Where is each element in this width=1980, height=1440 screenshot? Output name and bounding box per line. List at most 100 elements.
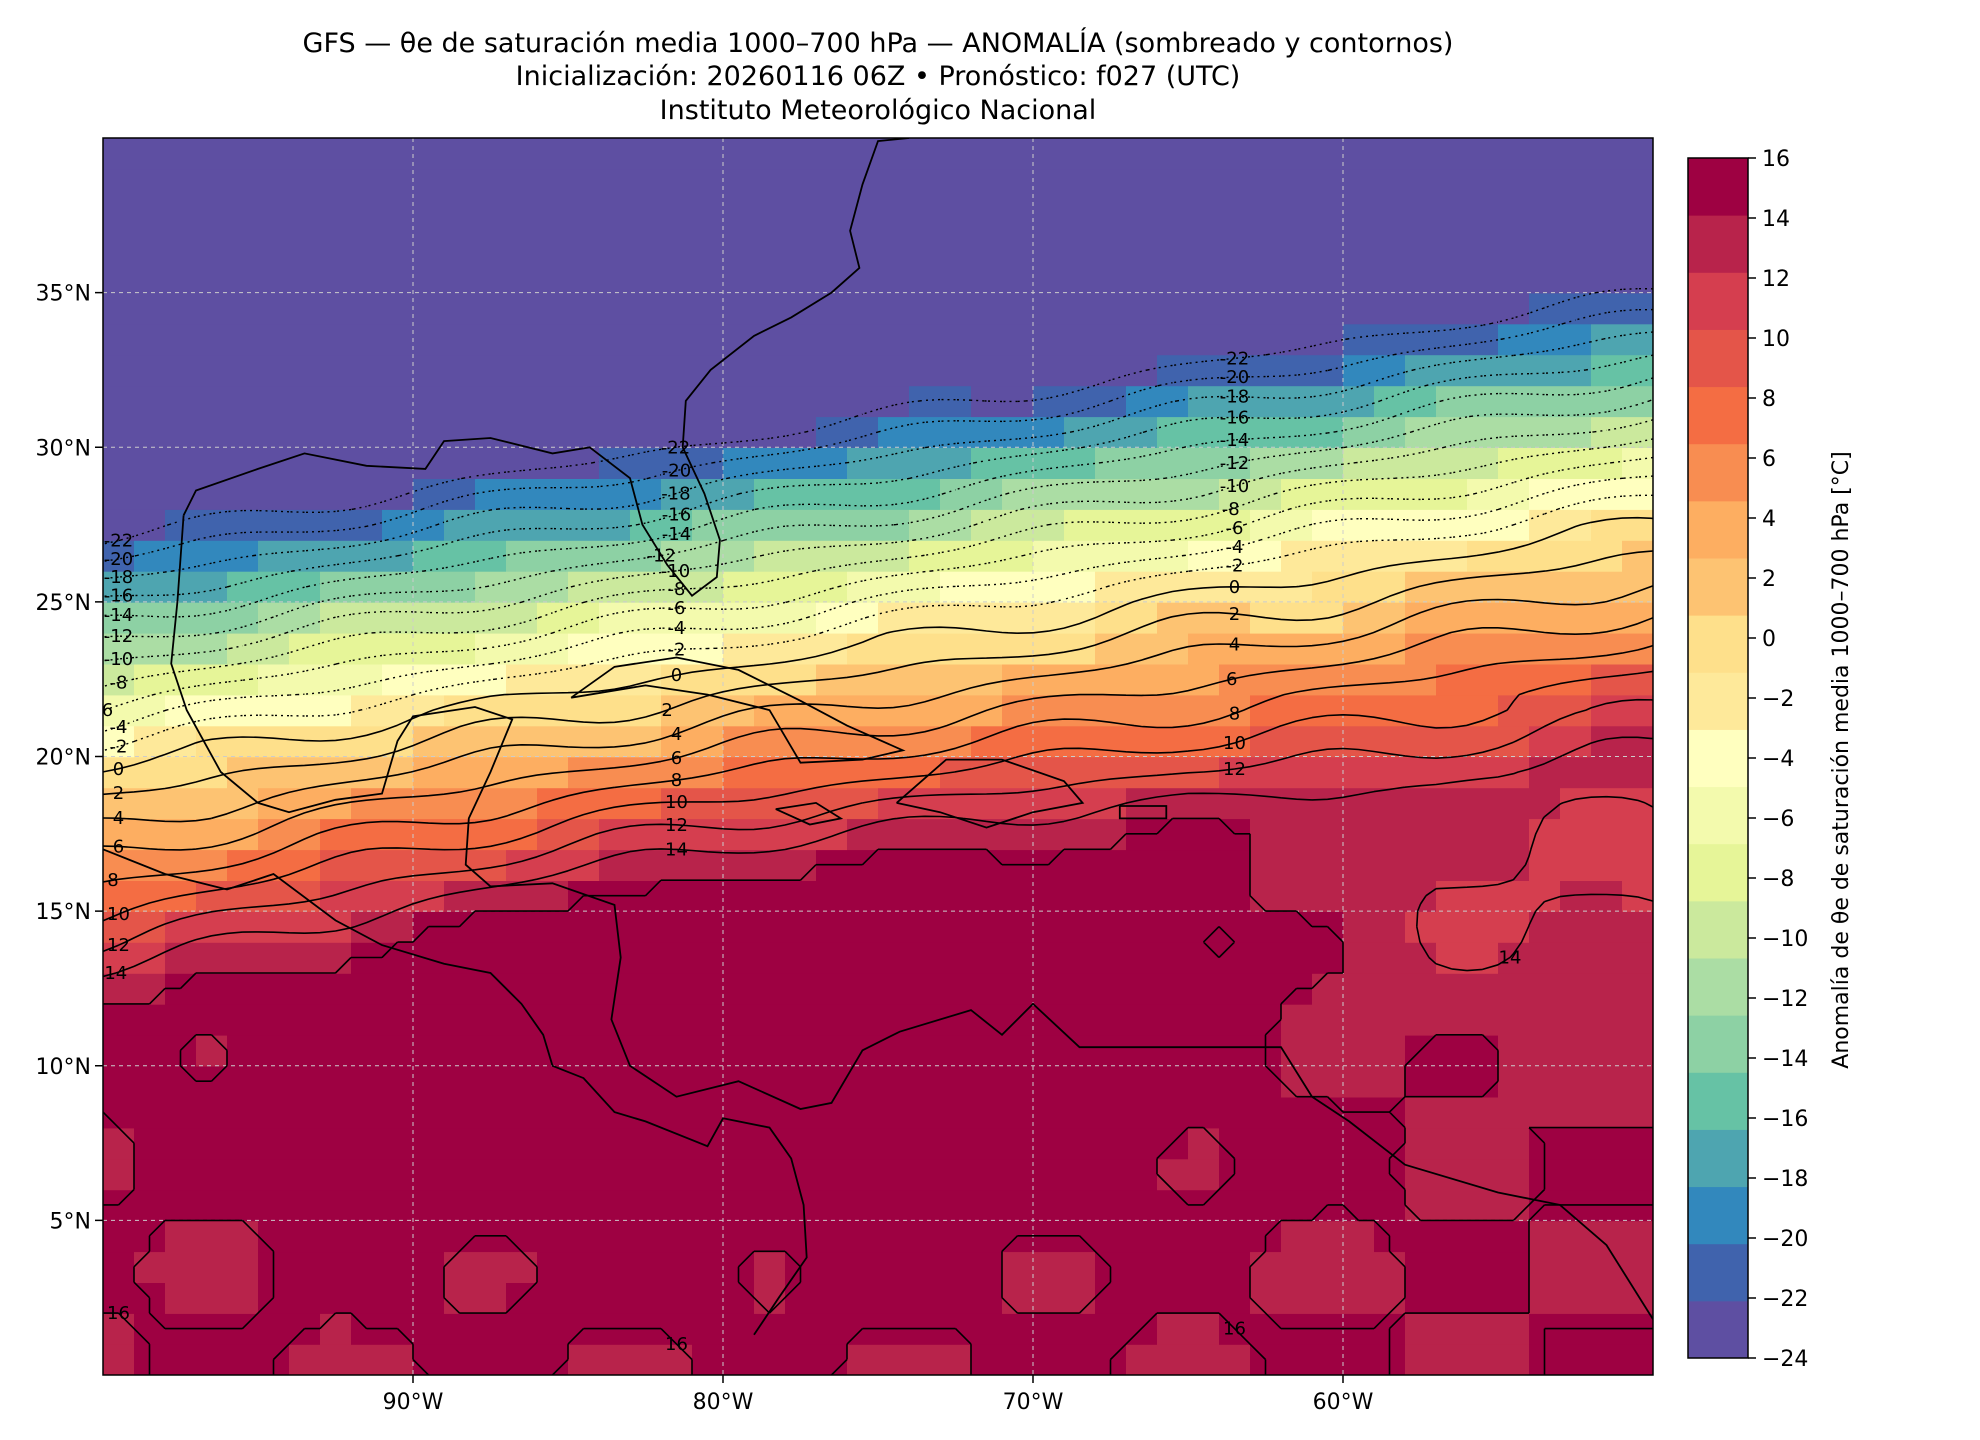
field-cell: [630, 973, 662, 1005]
field-cell: [1436, 973, 1468, 1005]
field-cell: [816, 540, 848, 572]
field-cell: [1312, 1220, 1344, 1253]
field-cell: [878, 1158, 910, 1191]
field-cell: [227, 1127, 259, 1160]
field-cell: [568, 601, 600, 634]
field-cell: [1343, 1158, 1375, 1191]
field-cell: [165, 787, 197, 820]
field-cell: [103, 261, 135, 294]
field-cell: [568, 1096, 600, 1129]
field-cell: [1157, 385, 1189, 418]
latitude-ticks: 35°N30°N25°N20°N15°N10°N5°N: [36, 282, 103, 1234]
field-cell: [1405, 354, 1437, 387]
field-cell: [134, 1003, 166, 1036]
field-cell: [475, 1096, 507, 1129]
field-cell: [1498, 973, 1530, 1005]
field-cell: [1591, 1003, 1623, 1036]
field-cell: [1498, 787, 1530, 820]
field-cell: [1126, 694, 1158, 727]
field-cell: [1343, 756, 1375, 789]
field-cell: [444, 1065, 476, 1098]
field-cell: [1436, 1127, 1468, 1160]
field-cell: [1622, 416, 1653, 448]
field-cell: [630, 138, 662, 170]
field-cell: [692, 973, 724, 1005]
field-cell: [1622, 354, 1653, 387]
field-cell: [1188, 323, 1220, 356]
field-cell: [134, 447, 166, 479]
field-cell: [878, 973, 910, 1005]
field-cell: [196, 787, 228, 820]
field-cell: [537, 261, 569, 294]
field-cell: [1622, 1003, 1653, 1036]
contour-label: -18: [661, 484, 690, 505]
field-cell: [382, 354, 414, 387]
field-cell: [1560, 1220, 1592, 1253]
field-cell: [382, 1344, 414, 1375]
field-cell: [289, 1251, 321, 1283]
field-cell: [196, 199, 228, 232]
colorbar-segment: [1688, 558, 1748, 616]
field-cell: [475, 509, 507, 541]
field-cell: [630, 199, 662, 232]
field-cell: [103, 1344, 135, 1375]
field-cell: [1436, 1034, 1468, 1067]
field-cell: [1498, 1158, 1530, 1191]
field-cell: [382, 1034, 414, 1067]
field-cell: [1312, 663, 1344, 696]
field-cell: [1126, 1096, 1158, 1129]
field-cell: [506, 1158, 538, 1191]
field-cell: [847, 1282, 879, 1314]
field-cell: [1002, 571, 1034, 603]
field-cell: [971, 1034, 1003, 1067]
field-cell: [630, 694, 662, 727]
field-cell: [568, 1158, 600, 1191]
field-cell: [754, 168, 786, 201]
field-cell: [1622, 261, 1653, 294]
field-cell: [1436, 880, 1468, 912]
field-cell: [940, 385, 972, 418]
field-cell: [630, 1127, 662, 1160]
field-cell: [1405, 787, 1437, 820]
field-cell: [444, 385, 476, 418]
field-cell: [103, 663, 135, 696]
contour-label: 0: [113, 759, 124, 780]
colorbar-tick-label: −20: [1762, 1227, 1808, 1252]
y-tick-label: 10°N: [36, 1055, 91, 1080]
field-cell: [413, 385, 445, 418]
field-cell: [1529, 725, 1561, 758]
field-cell: [1281, 1096, 1313, 1129]
field-cell: [599, 725, 631, 758]
field-cell: [506, 540, 538, 572]
field-cell: [630, 1251, 662, 1283]
y-tick-label: 5°N: [50, 1209, 91, 1234]
field-cell: [1343, 138, 1375, 170]
field-cell: [537, 1220, 569, 1253]
field-cell: [475, 354, 507, 387]
field-cell: [475, 1313, 507, 1345]
field-cell: [1095, 632, 1127, 665]
field-cell: [289, 1003, 321, 1036]
field-cell: [165, 478, 197, 510]
field-cell: [816, 230, 848, 263]
field-cell: [785, 416, 817, 448]
field-cell: [971, 292, 1003, 325]
field-cell: [940, 818, 972, 851]
field-cell: [103, 1034, 135, 1067]
field-cell: [165, 1003, 197, 1036]
field-cell: [1002, 632, 1034, 665]
field-cell: [1467, 230, 1499, 263]
field-cell: [754, 1251, 786, 1283]
field-cell: [1281, 138, 1313, 170]
field-cell: [754, 1282, 786, 1314]
field-cell: [258, 478, 290, 510]
field-cell: [1467, 261, 1499, 294]
field-cell: [909, 632, 941, 665]
field-cell: [1467, 416, 1499, 448]
field-cell: [1529, 942, 1561, 974]
field-cell: [1467, 632, 1499, 665]
contour-label: -8: [110, 673, 128, 694]
field-cell: [1405, 849, 1437, 881]
field-cell: [599, 1189, 631, 1222]
field-cell: [320, 261, 352, 294]
